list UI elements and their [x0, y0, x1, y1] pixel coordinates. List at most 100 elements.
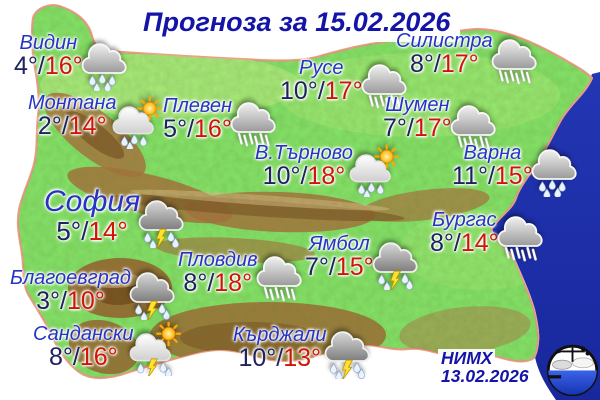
city-label: Силистра 8°/17°	[396, 31, 493, 77]
rain-streaks-icon	[253, 250, 307, 304]
city-forecast-8: Варна 11°/15°	[452, 143, 582, 197]
city-label: Варна 11°/15°	[452, 143, 533, 189]
city-name: Кърджали	[233, 324, 327, 346]
city-label: Ямбол 7°/15°	[305, 234, 374, 280]
temp-low: 10°	[280, 77, 318, 105]
city-forecast-13: Благоевград 3°/10°	[10, 268, 180, 320]
city-temperature: 4°/16°	[14, 54, 83, 79]
temp-high: 16°	[194, 115, 232, 143]
temp-low: 8°	[409, 50, 434, 78]
city-name: Сандански	[33, 323, 134, 345]
city-forecast-9: София 5°/14°	[44, 186, 189, 248]
city-label: София 5°/14°	[44, 186, 140, 244]
temp-high: 14°	[88, 215, 128, 246]
temp-separator: /	[406, 114, 414, 142]
temp-low: 8°	[183, 269, 208, 297]
city-name: Благоевград	[10, 267, 131, 289]
city-temperature: 8°/17°	[410, 52, 479, 77]
temp-high: 17°	[440, 50, 479, 78]
city-forecast-4: Русе 10°/17°	[280, 58, 412, 112]
forecast-title: Прогноза за 15.02.2026	[133, 7, 461, 42]
city-label: Сандански 8°/16°	[33, 324, 134, 370]
city-name: Видин	[19, 32, 78, 54]
temp-separator: /	[207, 269, 215, 297]
city-name: Ямбол	[309, 233, 370, 255]
issue-info: НИМХ 13.02.2026	[438, 349, 532, 385]
nimh-logo	[546, 344, 599, 397]
temp-high: 17°	[413, 114, 452, 142]
temp-separator: /	[187, 115, 195, 143]
city-label: Кърджали 10°/13°	[233, 325, 326, 371]
city-label: Видин 4°/16°	[14, 33, 83, 79]
city-temperature: 10°/17°	[280, 79, 363, 104]
temp-separator: /	[453, 229, 461, 257]
city-name: Монтана	[28, 92, 117, 114]
city-forecast-3: Плевен 5°/16°	[163, 96, 281, 150]
temp-high: 14°	[460, 229, 499, 257]
city-forecast-12: Пловдив 8°/18°	[178, 250, 307, 304]
city-temperature: 8°/16°	[49, 345, 118, 370]
sun-cloud-rain-icon	[111, 95, 165, 149]
temp-separator: /	[433, 50, 441, 78]
sun-cloud-rain-icon	[348, 143, 402, 197]
city-forecast-11: Бургас 8°/14°	[430, 210, 548, 264]
city-label: В.Търново 10°/18°	[255, 143, 353, 189]
city-name: Русе	[299, 57, 344, 79]
city-forecast-1: Видин 4°/16°	[14, 33, 132, 91]
temp-low: 5°	[163, 115, 188, 143]
temp-low: 4°	[14, 52, 38, 80]
city-forecast-10: Ямбол 7°/15°	[305, 234, 423, 290]
temp-low: 8°	[48, 343, 73, 371]
city-label: Плевен 5°/16°	[163, 96, 232, 142]
city-temperature: 8°/18°	[183, 271, 252, 296]
temp-high: 17°	[324, 77, 363, 105]
temp-low: 2°	[37, 112, 62, 140]
city-label: Русе 10°/17°	[280, 58, 363, 104]
city-temperature: 10°/18°	[263, 164, 346, 189]
temp-separator: /	[487, 162, 495, 190]
temp-high: 16°	[79, 343, 118, 371]
temp-low: 11°	[452, 162, 488, 190]
city-label: Монтана 2°/14°	[28, 93, 116, 139]
temp-separator: /	[300, 162, 308, 190]
city-temperature: 5°/14°	[56, 218, 127, 244]
weather-mast-icon	[562, 347, 585, 362]
temp-high: 18°	[214, 269, 253, 297]
temp-separator: /	[328, 253, 336, 281]
temp-separator: /	[60, 287, 67, 315]
thunder-icon	[369, 236, 423, 290]
temp-low: 5°	[56, 215, 82, 246]
issuer-name: НИМХ	[438, 349, 496, 367]
thunder-icon	[321, 325, 375, 379]
city-name: Шумен	[385, 94, 450, 116]
city-label: Пловдив 8°/18°	[178, 250, 258, 296]
city-forecast-15: Кърджали 10°/13°	[233, 325, 375, 379]
temp-high: 15°	[494, 162, 533, 190]
temp-separator: /	[61, 112, 69, 140]
city-forecast-6: Шумен 7°/17°	[383, 95, 501, 153]
temp-separator: /	[72, 343, 80, 371]
thunder-icon	[135, 194, 189, 248]
city-temperature: 10°/13°	[238, 346, 321, 371]
temp-low: 7°	[383, 114, 407, 142]
thunder-icon	[126, 266, 180, 320]
city-name: Бургас	[432, 209, 497, 231]
temp-high: 16°	[44, 52, 83, 80]
city-temperature: 3°/10°	[36, 289, 105, 314]
temp-separator: /	[37, 52, 45, 80]
temp-high: 13°	[283, 344, 322, 372]
city-forecast-7: В.Търново 10°/18°	[255, 143, 402, 197]
city-label: Бургас 8°/14°	[430, 210, 499, 256]
temp-low: 10°	[238, 344, 277, 372]
city-temperature: 5°/16°	[163, 117, 232, 142]
city-temperature: 8°/14°	[430, 231, 499, 256]
temp-separator: /	[317, 77, 325, 105]
city-forecast-2: Монтана 2°/14°	[28, 93, 165, 149]
city-name: София	[44, 185, 141, 218]
temp-separator: /	[81, 215, 89, 246]
city-temperature: 7°/15°	[305, 255, 374, 280]
rain-streaks-icon	[488, 33, 542, 87]
temp-low: 7°	[305, 253, 329, 281]
city-name: Пловдив	[178, 249, 258, 271]
